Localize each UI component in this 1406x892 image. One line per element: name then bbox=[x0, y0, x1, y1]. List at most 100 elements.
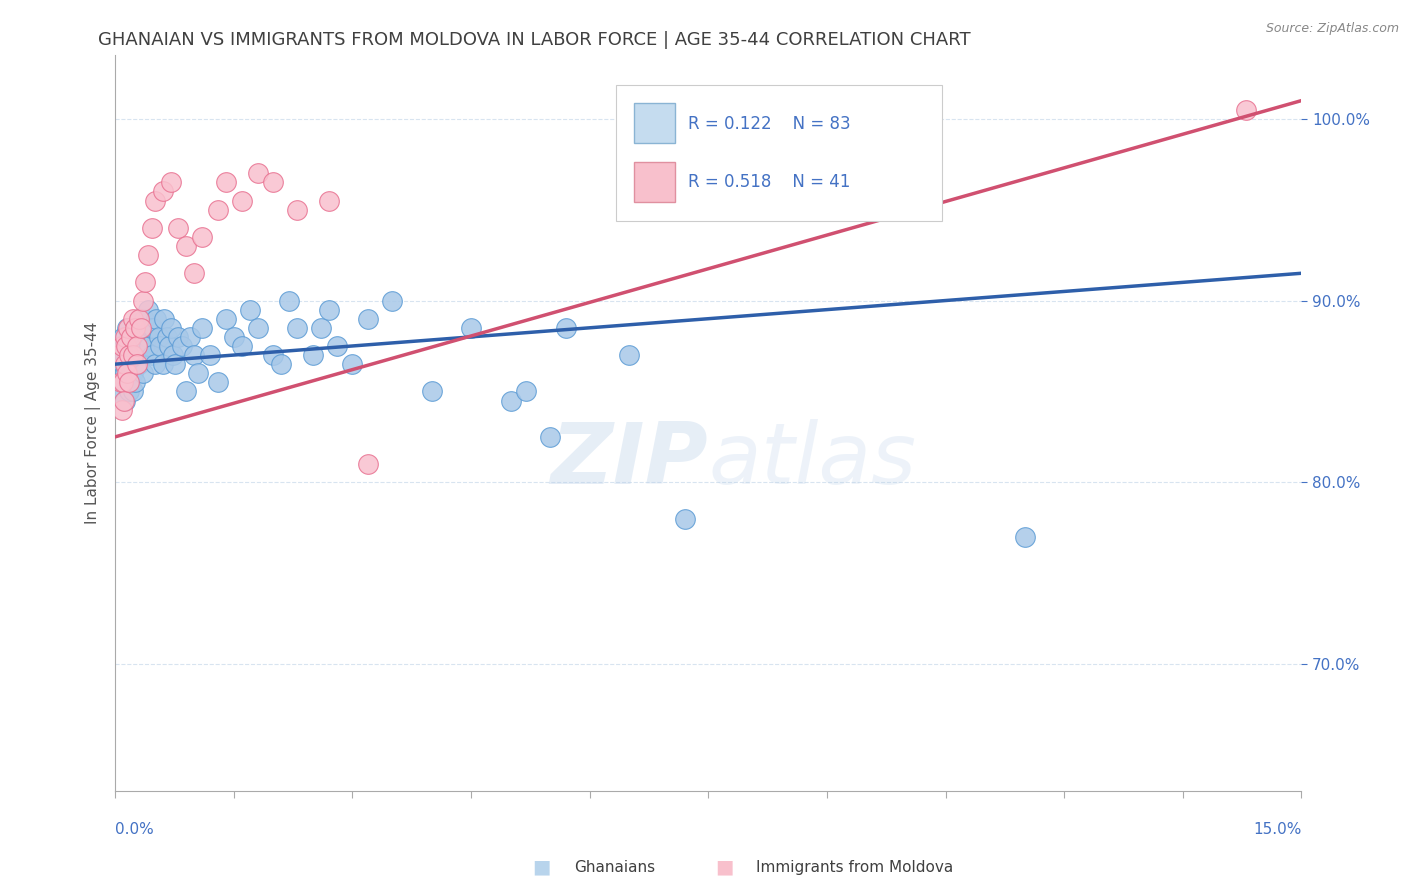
Point bbox=[112, 376, 135, 390]
Point bbox=[114, 348, 136, 362]
Point bbox=[134, 311, 156, 326]
Point bbox=[420, 384, 443, 399]
Point bbox=[231, 194, 253, 208]
Point bbox=[122, 330, 145, 344]
Point bbox=[231, 339, 253, 353]
Point bbox=[207, 376, 229, 390]
Point bbox=[538, 430, 561, 444]
Text: atlas: atlas bbox=[709, 418, 917, 501]
Point bbox=[110, 376, 132, 390]
Point bbox=[381, 293, 404, 308]
Point bbox=[128, 311, 150, 326]
Point bbox=[262, 175, 284, 189]
Point bbox=[125, 339, 148, 353]
Point bbox=[163, 357, 186, 371]
Point bbox=[499, 393, 522, 408]
Point bbox=[460, 320, 482, 334]
Point bbox=[121, 366, 143, 380]
Point bbox=[167, 330, 190, 344]
Text: GHANAIAN VS IMMIGRANTS FROM MOLDOVA IN LABOR FORCE | AGE 35-44 CORRELATION CHART: GHANAIAN VS IMMIGRANTS FROM MOLDOVA IN L… bbox=[98, 31, 972, 49]
Y-axis label: In Labor Force | Age 35-44: In Labor Force | Age 35-44 bbox=[86, 322, 101, 524]
Point bbox=[555, 320, 578, 334]
Point bbox=[183, 266, 205, 280]
Point bbox=[124, 376, 146, 390]
Text: R = 0.122    N = 83: R = 0.122 N = 83 bbox=[688, 114, 851, 133]
Point bbox=[114, 330, 136, 344]
Point bbox=[122, 311, 145, 326]
Point bbox=[112, 330, 135, 344]
Point bbox=[1014, 530, 1036, 544]
Point bbox=[112, 357, 135, 371]
Point bbox=[127, 357, 149, 371]
Point bbox=[179, 330, 201, 344]
Point bbox=[309, 320, 332, 334]
Point bbox=[122, 384, 145, 399]
Point bbox=[117, 376, 139, 390]
Point bbox=[115, 348, 138, 362]
Point bbox=[152, 357, 174, 371]
Point bbox=[108, 348, 131, 362]
Text: 15.0%: 15.0% bbox=[1253, 822, 1302, 837]
Point bbox=[110, 384, 132, 399]
Point bbox=[108, 339, 131, 353]
Point bbox=[270, 357, 292, 371]
Point bbox=[121, 348, 143, 362]
Point bbox=[187, 366, 209, 380]
Point bbox=[191, 320, 214, 334]
Point bbox=[152, 185, 174, 199]
Point bbox=[143, 194, 166, 208]
FancyBboxPatch shape bbox=[634, 161, 675, 202]
Point bbox=[246, 166, 269, 180]
Point bbox=[673, 511, 696, 525]
Point bbox=[176, 384, 198, 399]
Point bbox=[141, 220, 163, 235]
Text: ■: ■ bbox=[531, 857, 551, 876]
Point bbox=[619, 348, 641, 362]
Point bbox=[1234, 103, 1257, 117]
Point bbox=[118, 384, 141, 399]
Point bbox=[162, 348, 184, 362]
Point bbox=[262, 348, 284, 362]
Point bbox=[111, 402, 134, 417]
Point bbox=[120, 366, 142, 380]
Point bbox=[110, 339, 132, 353]
FancyBboxPatch shape bbox=[616, 85, 942, 221]
Point bbox=[117, 357, 139, 371]
Point bbox=[115, 320, 138, 334]
Point bbox=[159, 320, 181, 334]
Point bbox=[159, 175, 181, 189]
Point bbox=[118, 376, 141, 390]
Point bbox=[134, 276, 156, 290]
Point bbox=[142, 320, 165, 334]
Point bbox=[342, 357, 364, 371]
Point bbox=[239, 302, 262, 317]
Point bbox=[125, 320, 148, 334]
Point bbox=[325, 339, 347, 353]
Point bbox=[139, 320, 162, 334]
Point bbox=[215, 311, 238, 326]
Point bbox=[153, 311, 176, 326]
Point bbox=[134, 339, 156, 353]
Point bbox=[278, 293, 301, 308]
Point bbox=[176, 239, 198, 253]
Point bbox=[138, 302, 160, 317]
FancyBboxPatch shape bbox=[634, 103, 675, 144]
Point bbox=[124, 320, 146, 334]
Point bbox=[120, 330, 142, 344]
Point bbox=[114, 357, 136, 371]
Text: Source: ZipAtlas.com: Source: ZipAtlas.com bbox=[1265, 22, 1399, 36]
Point bbox=[120, 330, 142, 344]
Point bbox=[118, 339, 141, 353]
Point bbox=[318, 194, 340, 208]
Point bbox=[128, 311, 150, 326]
Point bbox=[124, 348, 146, 362]
Point bbox=[135, 330, 157, 344]
Point bbox=[138, 248, 160, 262]
Text: 0.0%: 0.0% bbox=[115, 822, 153, 837]
Point bbox=[149, 339, 172, 353]
Point bbox=[155, 330, 177, 344]
Point bbox=[114, 376, 136, 390]
Text: Immigrants from Moldova: Immigrants from Moldova bbox=[756, 861, 953, 875]
Point bbox=[132, 348, 155, 362]
Point bbox=[138, 339, 160, 353]
